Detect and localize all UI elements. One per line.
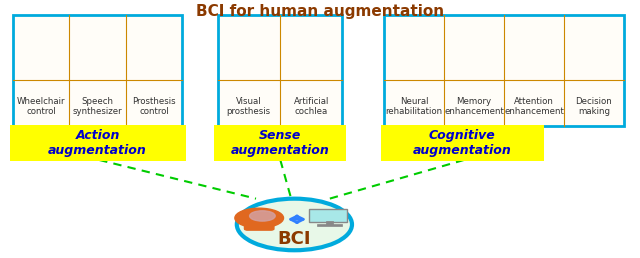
- Circle shape: [235, 208, 284, 228]
- FancyBboxPatch shape: [384, 15, 624, 126]
- Text: Wheelchair
control: Wheelchair control: [17, 97, 65, 116]
- Text: Memory
enhancement: Memory enhancement: [444, 97, 504, 116]
- FancyBboxPatch shape: [13, 15, 182, 126]
- Text: Visual
prosthesis: Visual prosthesis: [227, 97, 271, 116]
- Text: Attention
enhancement: Attention enhancement: [504, 97, 564, 116]
- Text: Artificial
cochlea: Artificial cochlea: [294, 97, 329, 116]
- Text: Cognitive
augmentation: Cognitive augmentation: [413, 129, 512, 157]
- Text: BCI for human augmentation: BCI for human augmentation: [196, 4, 444, 19]
- Text: Neural
rehabilitation: Neural rehabilitation: [385, 97, 443, 116]
- FancyBboxPatch shape: [317, 224, 342, 226]
- Text: Speech
synthesizer: Speech synthesizer: [73, 97, 122, 116]
- FancyBboxPatch shape: [218, 15, 342, 126]
- Circle shape: [250, 211, 275, 221]
- Text: Sense
augmentation: Sense augmentation: [230, 129, 330, 157]
- Text: Prosthesis
control: Prosthesis control: [132, 97, 176, 116]
- FancyBboxPatch shape: [309, 209, 347, 222]
- Text: Decision
making: Decision making: [575, 97, 612, 116]
- FancyBboxPatch shape: [326, 221, 333, 225]
- Ellipse shape: [237, 199, 352, 250]
- FancyBboxPatch shape: [244, 223, 274, 230]
- FancyBboxPatch shape: [381, 125, 544, 161]
- Text: BCI: BCI: [278, 230, 311, 248]
- Text: Action
augmentation: Action augmentation: [48, 129, 147, 157]
- FancyBboxPatch shape: [214, 125, 346, 161]
- FancyBboxPatch shape: [10, 125, 186, 161]
